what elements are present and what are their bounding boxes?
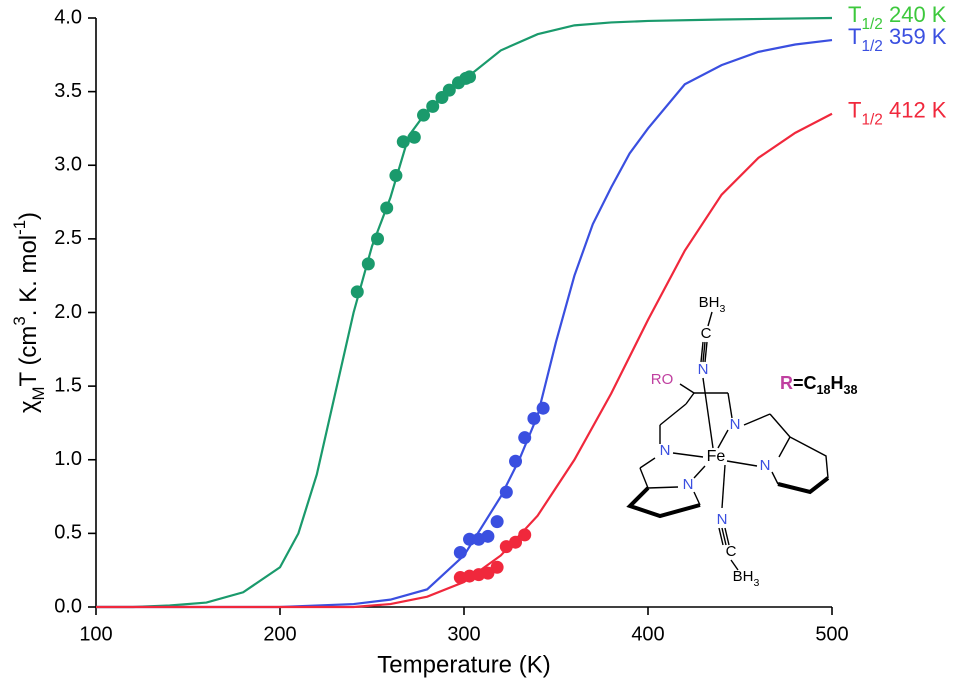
x-tick-label: 500 bbox=[815, 623, 848, 645]
data-point bbox=[518, 431, 532, 445]
structure-label-part: C bbox=[726, 543, 737, 560]
structure-label: N bbox=[660, 442, 671, 459]
series-label-part: T bbox=[848, 98, 861, 123]
y-axis-label-part: T (cm bbox=[15, 326, 42, 387]
structure-label: N bbox=[760, 457, 771, 474]
data-point bbox=[518, 528, 532, 542]
series-label-part: T bbox=[848, 24, 861, 49]
structure-label-part: N bbox=[683, 476, 694, 493]
series-label-part: 1/2 bbox=[861, 16, 882, 33]
data-point bbox=[527, 412, 541, 426]
structure-label-part: 3 bbox=[720, 303, 726, 315]
structure-label: R=C18H38 bbox=[780, 373, 858, 398]
y-tick-label: 0.5 bbox=[54, 522, 82, 544]
y-tick-label: 0.0 bbox=[54, 595, 82, 617]
molecule-bonds bbox=[626, 311, 830, 571]
data-point bbox=[417, 108, 431, 122]
structure-label: C bbox=[701, 325, 712, 342]
data-point bbox=[380, 201, 394, 215]
y-axis-label-part: ) bbox=[15, 212, 42, 220]
structure-label-part: N bbox=[717, 511, 728, 528]
structure-label-part: RO bbox=[651, 371, 674, 388]
x-tick-label: 300 bbox=[447, 623, 480, 645]
fit-line bbox=[96, 16, 833, 609]
data-point bbox=[509, 535, 523, 549]
data-point bbox=[536, 401, 550, 415]
y-tick-label: 2.5 bbox=[54, 227, 82, 249]
structure-label: Fe bbox=[707, 448, 726, 465]
structure-label-part: BH bbox=[733, 568, 754, 585]
x-tick-label: 200 bbox=[263, 623, 296, 645]
data-point bbox=[426, 99, 440, 113]
data-point bbox=[499, 485, 513, 499]
structure-label: N bbox=[683, 476, 694, 493]
structure-label-part: N bbox=[698, 361, 709, 378]
x-tick-label: 400 bbox=[631, 623, 664, 645]
series-label-part: 240 K bbox=[883, 2, 947, 27]
data-point bbox=[481, 529, 495, 543]
data-point bbox=[453, 546, 467, 560]
structure-label-part: 18 bbox=[817, 383, 831, 397]
structure-label-part: Fe bbox=[707, 448, 726, 465]
data-point bbox=[389, 169, 403, 183]
series-label-part: 359 K bbox=[883, 24, 947, 49]
x-tick-label: 100 bbox=[79, 623, 112, 645]
structure-label: N bbox=[698, 361, 709, 378]
data-point bbox=[371, 232, 385, 246]
structure-label: N bbox=[717, 511, 728, 528]
y-tick-label: 3.0 bbox=[54, 154, 82, 176]
data-point bbox=[509, 454, 523, 468]
y-tick-label: 3.5 bbox=[54, 80, 82, 102]
data-point bbox=[361, 257, 375, 271]
y-axis-label-part: 3 bbox=[10, 316, 29, 325]
series-label: T1/2 240 K bbox=[848, 2, 947, 33]
data-point bbox=[350, 285, 364, 299]
y-axis-label-part: -1 bbox=[10, 220, 29, 235]
y-axis-label-part: χ bbox=[15, 400, 42, 413]
series-label-part: T bbox=[848, 2, 861, 27]
data-point bbox=[481, 566, 495, 580]
structure-label: BH3 bbox=[699, 294, 726, 315]
y-axis-label-part: M bbox=[29, 386, 48, 400]
structure-label: N bbox=[730, 416, 741, 433]
data-point bbox=[407, 130, 421, 144]
fit-line bbox=[96, 38, 833, 609]
y-axis-label: χMT (cm3. K. mol-1) bbox=[10, 212, 48, 413]
structure-label-part: N bbox=[730, 416, 741, 433]
structure-label: BH3 bbox=[733, 568, 760, 589]
structure-label-part: R bbox=[780, 373, 793, 393]
structure-label-part: N bbox=[660, 442, 671, 459]
series-label: T1/2 412 K bbox=[848, 98, 947, 129]
fit-line bbox=[96, 112, 833, 609]
structure-label-part: C bbox=[701, 325, 712, 342]
series-label-part: 412 K bbox=[883, 98, 947, 123]
y-axis-label-part: . K. mol bbox=[15, 235, 42, 316]
x-axis-label: Temperature (K) bbox=[377, 651, 550, 678]
structure-label-part: BH bbox=[699, 294, 720, 311]
structure-label-part: N bbox=[760, 457, 771, 474]
series-label: T1/2 359 K bbox=[848, 24, 947, 55]
structure-label: RO bbox=[651, 371, 674, 388]
data-point bbox=[490, 560, 504, 574]
series-label-part: 1/2 bbox=[861, 38, 882, 55]
data-point bbox=[490, 515, 504, 529]
structure-label-part: =C bbox=[793, 373, 817, 393]
series-label-part: 1/2 bbox=[861, 111, 882, 128]
structure-label: C bbox=[726, 543, 737, 560]
y-tick-label: 1.0 bbox=[54, 448, 82, 470]
structure-label-part: H bbox=[831, 373, 844, 393]
data-point bbox=[463, 532, 477, 546]
data-point bbox=[442, 83, 456, 97]
y-tick-label: 4.0 bbox=[54, 6, 82, 28]
structure-label-part: 38 bbox=[844, 383, 858, 397]
data-point bbox=[396, 135, 410, 149]
y-tick-label: 2.0 bbox=[54, 301, 82, 323]
data-point bbox=[463, 70, 477, 84]
structure-label-part: 3 bbox=[754, 577, 760, 589]
y-tick-label: 1.5 bbox=[54, 374, 82, 396]
